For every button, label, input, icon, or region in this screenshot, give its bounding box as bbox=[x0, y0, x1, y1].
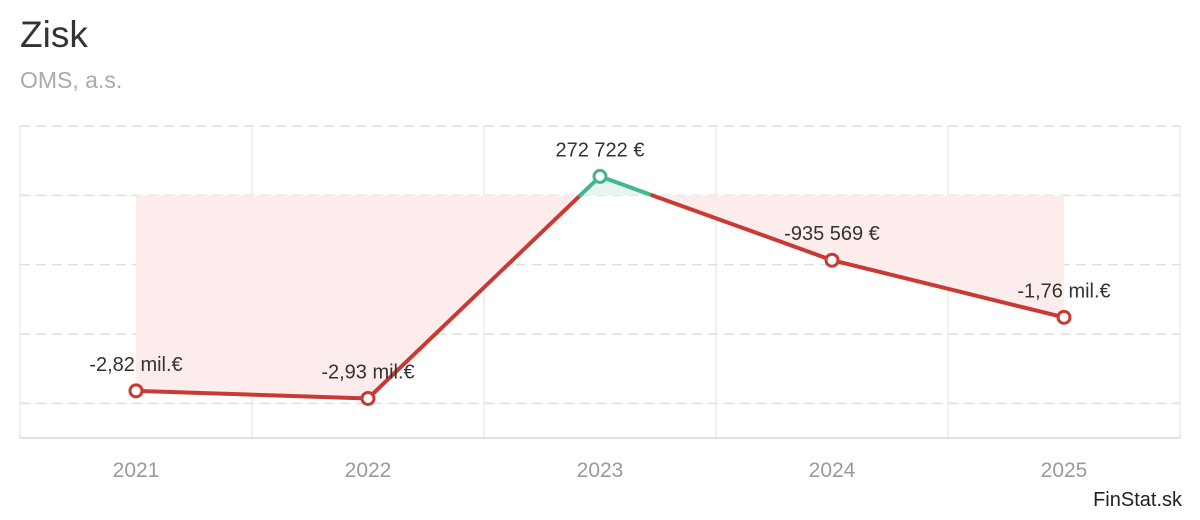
data-label: 272 722 € bbox=[556, 139, 645, 161]
x-tick-label: 2025 bbox=[1041, 459, 1088, 482]
chart-title: Zisk bbox=[20, 14, 88, 55]
line-segment bbox=[830, 258, 1066, 320]
data-label: -935 569 € bbox=[784, 223, 880, 245]
data-point bbox=[1056, 309, 1072, 325]
chart-subtitle: OMS, a.s. bbox=[20, 67, 123, 93]
data-point bbox=[128, 383, 144, 399]
area-segment bbox=[832, 195, 1064, 318]
data-point bbox=[592, 168, 608, 184]
data-point bbox=[360, 390, 376, 406]
area-segment bbox=[136, 195, 368, 399]
data-point bbox=[824, 252, 840, 268]
x-tick-label: 2024 bbox=[809, 459, 856, 482]
line-segment bbox=[134, 388, 370, 401]
series-line bbox=[134, 174, 1066, 401]
x-axis-ticks: 2021 2022 2023 2024 2025 bbox=[113, 459, 1088, 482]
x-tick-label: 2023 bbox=[577, 459, 624, 482]
data-points bbox=[128, 168, 1072, 406]
line-segment bbox=[366, 193, 583, 401]
line-segment bbox=[598, 174, 655, 198]
data-label: -2,82 mil.€ bbox=[89, 354, 182, 376]
area-fill bbox=[136, 176, 1064, 399]
x-tick-label: 2022 bbox=[345, 459, 392, 482]
line-segment bbox=[650, 193, 834, 263]
data-label: -2,93 mil.€ bbox=[321, 361, 414, 383]
finstat-logo[interactable]: FinStat.sk bbox=[1093, 489, 1182, 511]
data-label: -1,76 mil.€ bbox=[1017, 280, 1110, 302]
data-labels: -2,82 mil.€ -2,93 mil.€ 272 722 € -935 569 … bbox=[89, 139, 1110, 383]
x-tick-label: 2021 bbox=[113, 459, 160, 482]
